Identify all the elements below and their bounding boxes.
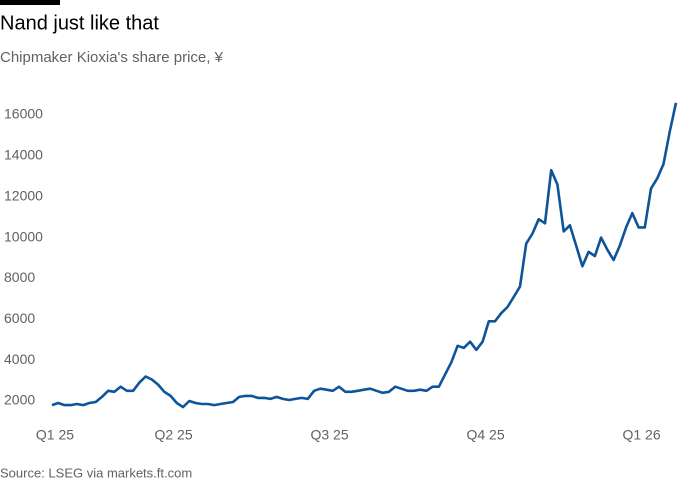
source-note: Source: LSEG via markets.ft.com bbox=[0, 465, 192, 480]
y-tick-label: 4000 bbox=[4, 351, 35, 367]
y-tick-label: 6000 bbox=[4, 310, 35, 326]
y-tick-label: 14000 bbox=[4, 147, 43, 163]
y-tick-label: 12000 bbox=[4, 187, 43, 203]
brand-bar bbox=[0, 0, 60, 5]
y-tick-label: 10000 bbox=[4, 228, 43, 244]
x-tick-label: Q4 25 bbox=[466, 427, 504, 443]
y-tick-label: 2000 bbox=[4, 392, 35, 408]
x-tick-label: Q2 25 bbox=[154, 427, 192, 443]
chart-title: Nand just like that bbox=[0, 12, 159, 34]
chart-subtitle: Chipmaker Kioxia's share price, ¥ bbox=[0, 49, 224, 66]
y-tick-label: 8000 bbox=[4, 269, 35, 285]
price-line bbox=[51, 102, 678, 409]
x-tick-label: Q1 25 bbox=[36, 427, 74, 443]
y-tick-label: 16000 bbox=[4, 106, 43, 122]
x-tick-label: Q1 26 bbox=[622, 427, 660, 443]
x-tick-label: Q3 25 bbox=[310, 427, 348, 443]
